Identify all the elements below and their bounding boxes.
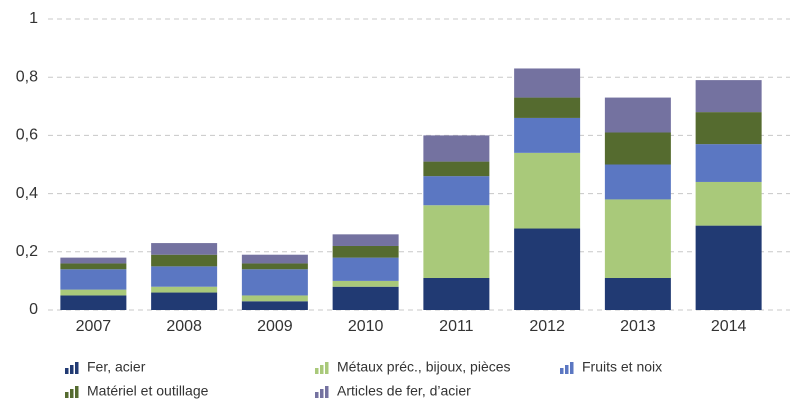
bar-segment: [151, 266, 218, 287]
bar-segment: [241, 254, 308, 264]
bar-segment: [332, 245, 399, 258]
y-tick-label: 0: [29, 301, 38, 318]
bar-segment: [604, 164, 671, 200]
bar-segment: [332, 234, 399, 246]
x-tick-label: 2008: [166, 318, 202, 335]
bar-segment: [241, 295, 308, 302]
bar-segment: [241, 263, 308, 270]
bar-segment: [332, 286, 399, 310]
bar-segment: [695, 225, 762, 310]
legend-swatch: [315, 368, 319, 374]
legend-label: Fruits et noix: [582, 359, 662, 375]
bar-segment: [514, 117, 581, 153]
legend-label: Matériel et outillage: [87, 383, 209, 399]
bar-segment: [604, 199, 671, 278]
legend-swatch: [325, 362, 329, 374]
x-tick-label: 2007: [76, 318, 112, 335]
legend-swatch: [320, 389, 324, 398]
y-tick-label: 1: [29, 10, 38, 27]
legend-swatch: [70, 365, 74, 374]
legend-swatch: [570, 362, 574, 374]
legend-swatch: [315, 392, 319, 398]
y-tick-label: 0,2: [16, 243, 38, 260]
bar-segment: [514, 228, 581, 310]
legend-swatch: [75, 362, 79, 374]
bar-segment: [60, 269, 127, 290]
x-tick-label: 2013: [620, 318, 656, 335]
bar-segment: [60, 263, 127, 270]
legend-swatch: [65, 368, 69, 374]
bar-segment: [695, 112, 762, 145]
bar-segment: [332, 257, 399, 281]
bar-segment: [241, 269, 308, 296]
legend-label: Articles de fer, d’acier: [337, 383, 471, 399]
legend-swatch: [320, 365, 324, 374]
y-tick-label: 0,8: [16, 68, 38, 85]
bar-segment: [423, 161, 490, 177]
bar-segment: [151, 254, 218, 267]
x-tick-label: 2014: [711, 318, 747, 335]
bar-segment: [514, 68, 581, 98]
bar-segment: [151, 292, 218, 310]
legend-swatch: [565, 365, 569, 374]
x-tick-label: 2009: [257, 318, 293, 335]
bar-segment: [604, 97, 671, 133]
legend-label: Métaux préc., bijoux, pièces: [337, 359, 511, 375]
bar-segment: [60, 295, 127, 310]
bar-segment: [514, 97, 581, 118]
x-tick-label: 2012: [529, 318, 565, 335]
legend-label: Fer, acier: [87, 359, 146, 375]
legend-swatch: [560, 368, 564, 374]
bar-segment: [423, 205, 490, 278]
bar-segment: [423, 277, 490, 310]
bar-segment: [151, 243, 218, 255]
bar-segment: [332, 280, 399, 287]
bar-segment: [695, 181, 762, 226]
bar-segment: [514, 152, 581, 229]
legend-swatch: [65, 392, 69, 398]
bar-segment: [604, 132, 671, 165]
bar-segment: [60, 289, 127, 296]
bar-segment: [60, 257, 127, 264]
bar-segment: [241, 301, 308, 310]
legend-swatch: [325, 386, 329, 398]
bar-segment: [423, 135, 490, 162]
bar-segment: [423, 176, 490, 206]
bar-segment: [695, 80, 762, 113]
y-tick-label: 0,6: [16, 127, 38, 144]
legend-swatch: [70, 389, 74, 398]
bar-segment: [695, 144, 762, 182]
x-tick-label: 2011: [439, 318, 474, 335]
x-tick-label: 2010: [348, 318, 384, 335]
y-tick-label: 0,4: [16, 185, 38, 202]
bar-segment: [604, 277, 671, 310]
legend-swatch: [75, 386, 79, 398]
bar-segment: [151, 286, 218, 293]
